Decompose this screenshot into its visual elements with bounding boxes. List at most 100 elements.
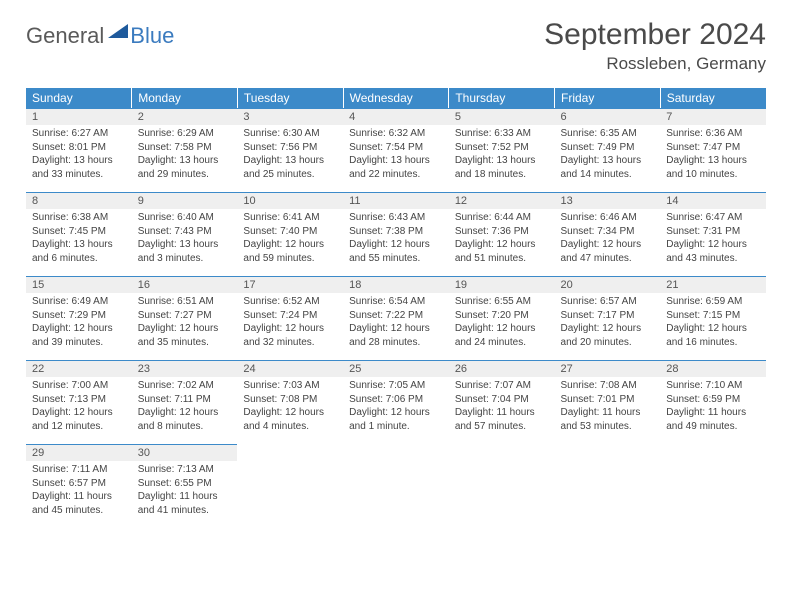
location-label: Rossleben, Germany bbox=[544, 54, 766, 74]
logo: General Blue bbox=[26, 18, 174, 49]
day-number: 23 bbox=[132, 360, 238, 377]
day-number: 20 bbox=[555, 276, 661, 293]
calendar-day-cell bbox=[555, 444, 661, 528]
day-content: Sunrise: 6:44 AMSunset: 7:36 PMDaylight:… bbox=[449, 209, 555, 269]
calendar-week-row: 22Sunrise: 7:00 AMSunset: 7:13 PMDayligh… bbox=[26, 360, 766, 444]
logo-triangle-icon bbox=[108, 22, 128, 43]
weekday-header: Monday bbox=[132, 88, 238, 108]
calendar-day-cell: 10Sunrise: 6:41 AMSunset: 7:40 PMDayligh… bbox=[237, 192, 343, 276]
calendar-table: SundayMondayTuesdayWednesdayThursdayFrid… bbox=[26, 88, 766, 528]
day-number: 28 bbox=[660, 360, 766, 377]
day-number: 17 bbox=[237, 276, 343, 293]
calendar-day-cell: 23Sunrise: 7:02 AMSunset: 7:11 PMDayligh… bbox=[132, 360, 238, 444]
day-content: Sunrise: 6:35 AMSunset: 7:49 PMDaylight:… bbox=[555, 125, 661, 185]
calendar-day-cell: 3Sunrise: 6:30 AMSunset: 7:56 PMDaylight… bbox=[237, 108, 343, 192]
calendar-day-cell: 27Sunrise: 7:08 AMSunset: 7:01 PMDayligh… bbox=[555, 360, 661, 444]
weekday-header: Friday bbox=[555, 88, 661, 108]
calendar-day-cell: 2Sunrise: 6:29 AMSunset: 7:58 PMDaylight… bbox=[132, 108, 238, 192]
calendar-day-cell: 24Sunrise: 7:03 AMSunset: 7:08 PMDayligh… bbox=[237, 360, 343, 444]
day-content: Sunrise: 7:10 AMSunset: 6:59 PMDaylight:… bbox=[660, 377, 766, 437]
day-number: 26 bbox=[449, 360, 555, 377]
day-number: 13 bbox=[555, 192, 661, 209]
weekday-header: Sunday bbox=[26, 88, 132, 108]
day-number: 24 bbox=[237, 360, 343, 377]
day-content: Sunrise: 7:02 AMSunset: 7:11 PMDaylight:… bbox=[132, 377, 238, 437]
day-content: Sunrise: 6:32 AMSunset: 7:54 PMDaylight:… bbox=[343, 125, 449, 185]
day-number: 25 bbox=[343, 360, 449, 377]
day-number: 14 bbox=[660, 192, 766, 209]
day-content: Sunrise: 7:11 AMSunset: 6:57 PMDaylight:… bbox=[26, 461, 132, 521]
day-content: Sunrise: 6:55 AMSunset: 7:20 PMDaylight:… bbox=[449, 293, 555, 353]
day-content: Sunrise: 7:00 AMSunset: 7:13 PMDaylight:… bbox=[26, 377, 132, 437]
calendar-day-cell: 16Sunrise: 6:51 AMSunset: 7:27 PMDayligh… bbox=[132, 276, 238, 360]
day-number: 27 bbox=[555, 360, 661, 377]
calendar-body: 1Sunrise: 6:27 AMSunset: 8:01 PMDaylight… bbox=[26, 108, 766, 528]
day-content: Sunrise: 6:43 AMSunset: 7:38 PMDaylight:… bbox=[343, 209, 449, 269]
header: General Blue September 2024 Rossleben, G… bbox=[26, 18, 766, 74]
logo-text-general: General bbox=[26, 23, 104, 49]
calendar-day-cell: 25Sunrise: 7:05 AMSunset: 7:06 PMDayligh… bbox=[343, 360, 449, 444]
day-content: Sunrise: 6:46 AMSunset: 7:34 PMDaylight:… bbox=[555, 209, 661, 269]
day-content: Sunrise: 6:57 AMSunset: 7:17 PMDaylight:… bbox=[555, 293, 661, 353]
calendar-day-cell: 15Sunrise: 6:49 AMSunset: 7:29 PMDayligh… bbox=[26, 276, 132, 360]
day-number: 18 bbox=[343, 276, 449, 293]
calendar-day-cell: 1Sunrise: 6:27 AMSunset: 8:01 PMDaylight… bbox=[26, 108, 132, 192]
weekday-header: Tuesday bbox=[237, 88, 343, 108]
calendar-week-row: 8Sunrise: 6:38 AMSunset: 7:45 PMDaylight… bbox=[26, 192, 766, 276]
day-content: Sunrise: 6:33 AMSunset: 7:52 PMDaylight:… bbox=[449, 125, 555, 185]
day-content: Sunrise: 6:38 AMSunset: 7:45 PMDaylight:… bbox=[26, 209, 132, 269]
calendar-day-cell: 22Sunrise: 7:00 AMSunset: 7:13 PMDayligh… bbox=[26, 360, 132, 444]
calendar-week-row: 29Sunrise: 7:11 AMSunset: 6:57 PMDayligh… bbox=[26, 444, 766, 528]
calendar-day-cell: 6Sunrise: 6:35 AMSunset: 7:49 PMDaylight… bbox=[555, 108, 661, 192]
day-number: 11 bbox=[343, 192, 449, 209]
calendar-day-cell: 14Sunrise: 6:47 AMSunset: 7:31 PMDayligh… bbox=[660, 192, 766, 276]
calendar-day-cell bbox=[449, 444, 555, 528]
calendar-day-cell: 29Sunrise: 7:11 AMSunset: 6:57 PMDayligh… bbox=[26, 444, 132, 528]
day-number: 10 bbox=[237, 192, 343, 209]
day-content: Sunrise: 6:49 AMSunset: 7:29 PMDaylight:… bbox=[26, 293, 132, 353]
day-number: 15 bbox=[26, 276, 132, 293]
day-number: 16 bbox=[132, 276, 238, 293]
weekday-header-row: SundayMondayTuesdayWednesdayThursdayFrid… bbox=[26, 88, 766, 108]
calendar-day-cell: 4Sunrise: 6:32 AMSunset: 7:54 PMDaylight… bbox=[343, 108, 449, 192]
calendar-day-cell: 26Sunrise: 7:07 AMSunset: 7:04 PMDayligh… bbox=[449, 360, 555, 444]
calendar-day-cell: 17Sunrise: 6:52 AMSunset: 7:24 PMDayligh… bbox=[237, 276, 343, 360]
day-content: Sunrise: 7:05 AMSunset: 7:06 PMDaylight:… bbox=[343, 377, 449, 437]
calendar-day-cell: 20Sunrise: 6:57 AMSunset: 7:17 PMDayligh… bbox=[555, 276, 661, 360]
day-content: Sunrise: 6:51 AMSunset: 7:27 PMDaylight:… bbox=[132, 293, 238, 353]
day-number: 12 bbox=[449, 192, 555, 209]
day-number: 6 bbox=[555, 108, 661, 125]
day-number: 2 bbox=[132, 108, 238, 125]
calendar-day-cell: 11Sunrise: 6:43 AMSunset: 7:38 PMDayligh… bbox=[343, 192, 449, 276]
page-title: September 2024 bbox=[544, 18, 766, 52]
day-content: Sunrise: 6:36 AMSunset: 7:47 PMDaylight:… bbox=[660, 125, 766, 185]
day-content: Sunrise: 6:52 AMSunset: 7:24 PMDaylight:… bbox=[237, 293, 343, 353]
day-number: 29 bbox=[26, 444, 132, 461]
day-content: Sunrise: 6:27 AMSunset: 8:01 PMDaylight:… bbox=[26, 125, 132, 185]
day-number: 7 bbox=[660, 108, 766, 125]
day-content: Sunrise: 7:08 AMSunset: 7:01 PMDaylight:… bbox=[555, 377, 661, 437]
day-content: Sunrise: 6:47 AMSunset: 7:31 PMDaylight:… bbox=[660, 209, 766, 269]
day-number: 19 bbox=[449, 276, 555, 293]
calendar-day-cell bbox=[343, 444, 449, 528]
calendar-day-cell: 19Sunrise: 6:55 AMSunset: 7:20 PMDayligh… bbox=[449, 276, 555, 360]
calendar-day-cell: 21Sunrise: 6:59 AMSunset: 7:15 PMDayligh… bbox=[660, 276, 766, 360]
calendar-week-row: 15Sunrise: 6:49 AMSunset: 7:29 PMDayligh… bbox=[26, 276, 766, 360]
calendar-day-cell: 7Sunrise: 6:36 AMSunset: 7:47 PMDaylight… bbox=[660, 108, 766, 192]
day-number: 5 bbox=[449, 108, 555, 125]
day-content: Sunrise: 6:41 AMSunset: 7:40 PMDaylight:… bbox=[237, 209, 343, 269]
calendar-day-cell: 30Sunrise: 7:13 AMSunset: 6:55 PMDayligh… bbox=[132, 444, 238, 528]
day-number: 4 bbox=[343, 108, 449, 125]
day-content: Sunrise: 7:13 AMSunset: 6:55 PMDaylight:… bbox=[132, 461, 238, 521]
calendar-day-cell: 28Sunrise: 7:10 AMSunset: 6:59 PMDayligh… bbox=[660, 360, 766, 444]
calendar-day-cell: 5Sunrise: 6:33 AMSunset: 7:52 PMDaylight… bbox=[449, 108, 555, 192]
day-number: 9 bbox=[132, 192, 238, 209]
calendar-day-cell bbox=[660, 444, 766, 528]
calendar-day-cell: 8Sunrise: 6:38 AMSunset: 7:45 PMDaylight… bbox=[26, 192, 132, 276]
day-content: Sunrise: 6:40 AMSunset: 7:43 PMDaylight:… bbox=[132, 209, 238, 269]
title-block: September 2024 Rossleben, Germany bbox=[544, 18, 766, 74]
weekday-header: Saturday bbox=[660, 88, 766, 108]
day-number: 22 bbox=[26, 360, 132, 377]
day-content: Sunrise: 7:03 AMSunset: 7:08 PMDaylight:… bbox=[237, 377, 343, 437]
day-content: Sunrise: 7:07 AMSunset: 7:04 PMDaylight:… bbox=[449, 377, 555, 437]
